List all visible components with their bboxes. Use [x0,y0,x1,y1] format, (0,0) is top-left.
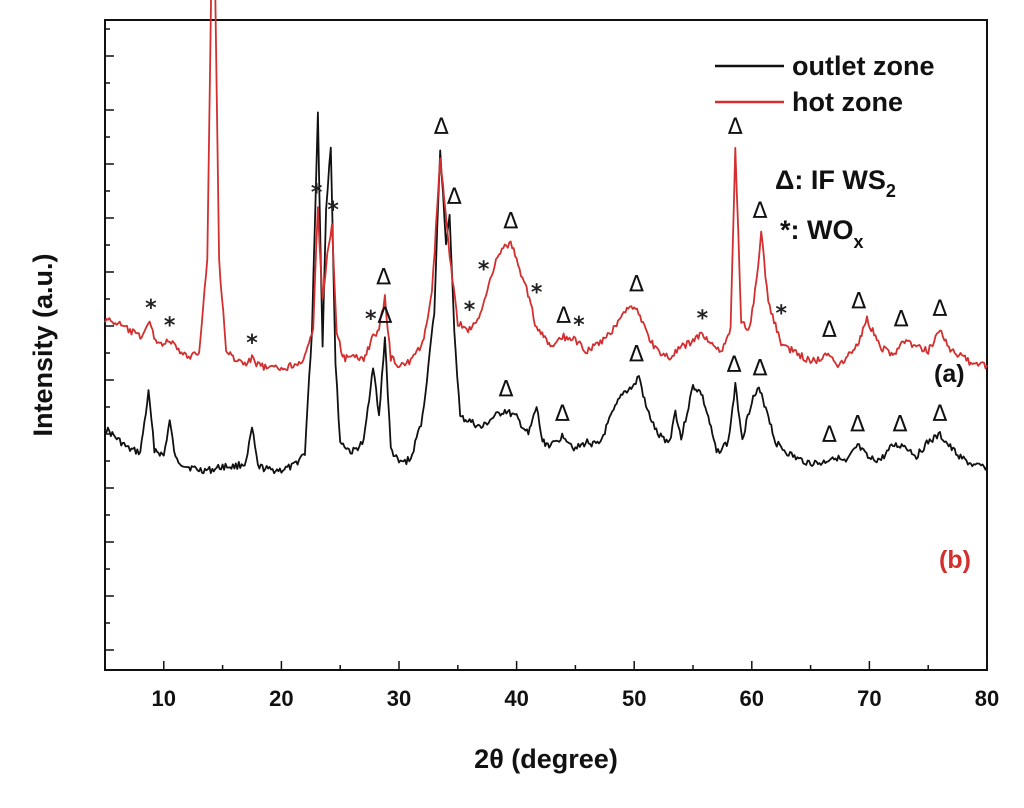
delta-marker-b: Δ [753,199,768,224]
x-tick-label: 40 [504,686,528,711]
delta-marker-b: Δ [629,273,644,298]
x-tick-label: 70 [857,686,881,711]
star-marker-b: * [478,258,490,283]
delta-marker-a: Δ [434,115,449,140]
star-marker-b: * [327,198,339,223]
x-axis-title: 2θ (degree) [474,744,618,774]
marker-layer: ΔΔΔΔΔΔΔΔΔΔΔΔΔΔΔΔΔΔΔΔΔΔΔ************ [145,115,947,448]
delta-marker-a: Δ [555,402,570,427]
plot-frame [104,19,988,671]
legend-label-outlet: outlet zone [792,51,935,81]
series-label-a: (a) [934,360,965,388]
x-tick-label: 20 [269,686,293,711]
delta-marker-b: Δ [728,115,743,140]
series-line-outlet-zone [104,111,988,475]
y-axis-title: Intensity (a.u.) [28,253,58,436]
star-marker-b: * [145,296,157,321]
delta-marker-b: Δ [851,290,866,315]
delta-marker-b: Δ [556,304,571,329]
series-layer [104,0,988,475]
legend: outlet zone hot zone [715,51,935,117]
x-tick-label: 30 [387,686,411,711]
delta-marker-a: Δ [932,402,947,427]
x-axis-ticks: 10 20 30 40 50 60 70 80 [104,661,999,711]
series-line-hot-zone [104,0,988,372]
star-marker-b: * [573,313,585,338]
star-marker-b: * [531,281,543,306]
legend-label-hot: hot zone [792,87,903,117]
star-marker-b: * [697,307,709,332]
star-marker-b: * [365,307,377,332]
delta-marker-a: Δ [892,413,907,438]
star-marker-b: * [311,181,323,206]
phase-key: Δ: IF WS2 *: WOx [775,165,896,252]
x-tick-label: 50 [622,686,646,711]
y-axis-ticks [105,28,114,651]
delta-marker-b: Δ [822,318,837,343]
delta-marker-a: Δ [822,423,837,448]
x-tick-label: 60 [740,686,764,711]
delta-marker-b: Δ [376,266,391,291]
delta-marker-a: Δ [447,185,462,210]
delta-marker-a: Δ [753,357,768,382]
delta-marker-a: Δ [850,413,865,438]
star-marker-b: * [775,302,787,327]
delta-marker-a: Δ [377,304,392,329]
key-delta: Δ: IF WS2 [775,165,896,201]
delta-marker-b: Δ [932,297,947,322]
x-tick-label: 80 [975,686,999,711]
star-marker-b: * [464,298,476,323]
x-tick-label: 10 [152,686,176,711]
delta-marker-a: Δ [629,343,644,368]
delta-marker-b: Δ [894,308,909,333]
delta-marker-a: Δ [727,353,742,378]
key-star: *: WOx [780,215,864,252]
series-label-b: (b) [939,546,971,574]
star-marker-b: * [164,314,176,339]
star-marker-b: * [246,331,258,356]
delta-marker-a: Δ [498,378,513,403]
delta-marker-b: Δ [503,210,518,235]
